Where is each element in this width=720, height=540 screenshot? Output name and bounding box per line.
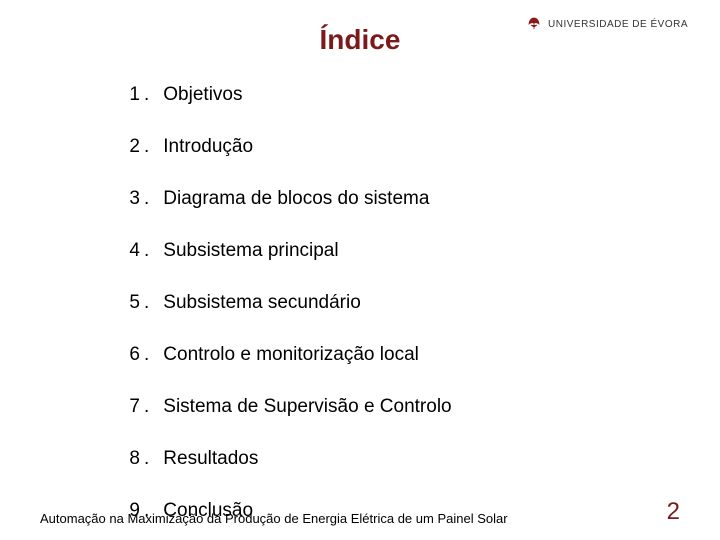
toc-label: Subsistema secundário (163, 292, 361, 314)
toc-item: 4. Subsistema principal (110, 240, 720, 262)
toc-label: Controlo e monitorização local (163, 344, 419, 366)
slide-footer: Automação na Maximização da Produção de … (40, 498, 680, 526)
toc-number: 4 (110, 240, 144, 262)
toc-label: Sistema de Supervisão e Controlo (163, 396, 451, 418)
toc-item: 5. Subsistema secundário (110, 292, 720, 314)
toc-label: Subsistema principal (163, 240, 338, 262)
toc-item: 7. Sistema de Supervisão e Controlo (110, 396, 720, 418)
toc-number: 7 (110, 396, 144, 418)
university-name: UNIVERSIDADE DE ÉVORA (548, 19, 688, 30)
footer-text: Automação na Maximização da Produção de … (40, 511, 508, 526)
toc-label: Objetivos (163, 84, 242, 106)
page-number: 2 (667, 498, 680, 526)
toc-number: 2 (110, 136, 144, 158)
toc-number: 5 (110, 292, 144, 314)
toc-label: Resultados (163, 448, 258, 470)
toc-item: 6. Controlo e monitorização local (110, 344, 720, 366)
toc-label: Introdução (163, 136, 253, 158)
toc-number: 8 (110, 448, 144, 470)
toc-item: 1. Objetivos (110, 84, 720, 106)
toc-label: Diagrama de blocos do sistema (163, 188, 429, 210)
table-of-contents: 1. Objetivos 2. Introdução 3. Diagrama d… (110, 84, 720, 522)
university-logo: UNIVERSIDADE DE ÉVORA (526, 16, 688, 32)
toc-number: 3 (110, 188, 144, 210)
eagle-icon (526, 16, 542, 32)
toc-number: 1 (110, 84, 144, 106)
toc-number: 6 (110, 344, 144, 366)
toc-item: 2. Introdução (110, 136, 720, 158)
toc-item: 3. Diagrama de blocos do sistema (110, 188, 720, 210)
toc-item: 8. Resultados (110, 448, 720, 470)
